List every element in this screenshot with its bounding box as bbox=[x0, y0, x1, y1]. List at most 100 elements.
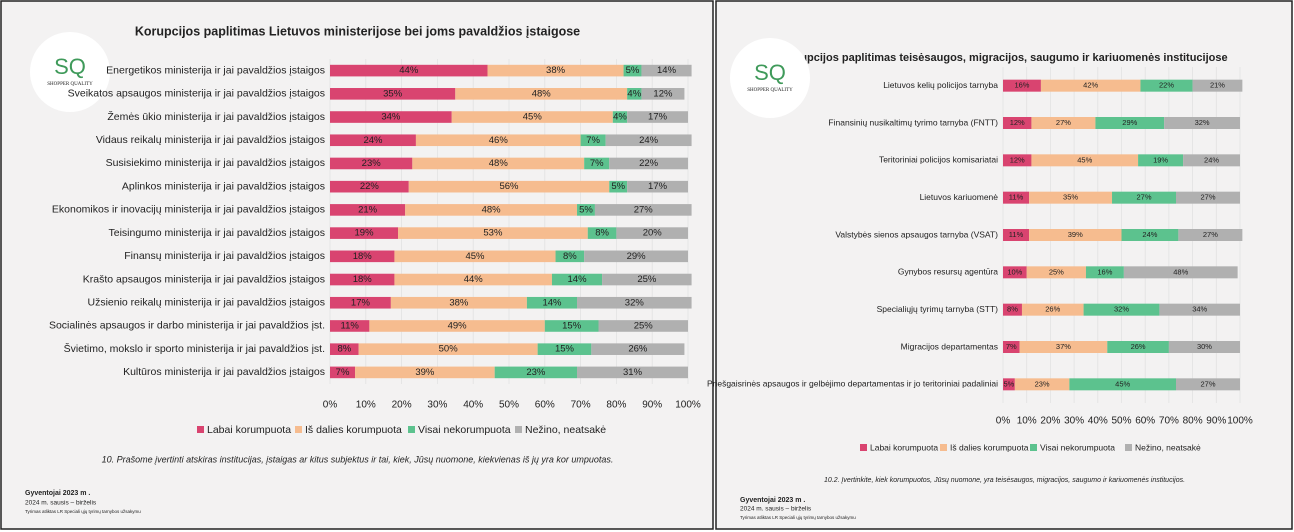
value-label: 11% bbox=[1009, 193, 1024, 202]
x-tick-label: 10% bbox=[1017, 416, 1037, 427]
value-label: 11% bbox=[1009, 230, 1024, 239]
value-label: 24% bbox=[363, 135, 383, 146]
value-label: 48% bbox=[489, 158, 509, 169]
category-label: Migracijos departamentas bbox=[901, 341, 998, 351]
value-label: 31% bbox=[623, 367, 643, 378]
value-label: 10% bbox=[1007, 267, 1022, 276]
value-label: 20% bbox=[643, 228, 663, 239]
value-label: 34% bbox=[381, 112, 401, 123]
logo-text: SQ bbox=[754, 60, 786, 85]
legend-swatch bbox=[515, 426, 522, 433]
value-label: 35% bbox=[383, 88, 403, 99]
source-line: 2024 m. sausis – birželis bbox=[25, 500, 97, 507]
value-label: 44% bbox=[399, 65, 419, 76]
value-label: 50% bbox=[439, 344, 459, 355]
x-tick-label: 80% bbox=[606, 400, 626, 411]
category-label: Vidaus reikalų ministerija ir jai pavald… bbox=[96, 134, 325, 146]
value-label: 38% bbox=[449, 297, 469, 308]
value-label: 22% bbox=[639, 158, 659, 169]
value-label: 8% bbox=[595, 228, 609, 239]
legend-label: Nežino, neatsakė bbox=[525, 424, 606, 436]
logo-text: SQ bbox=[54, 54, 86, 79]
chart-page: Korupcijos paplitimas Lietuvos ministeri… bbox=[0, 0, 1294, 532]
value-label: 25% bbox=[634, 320, 654, 331]
x-tick-label: 40% bbox=[463, 400, 483, 411]
value-label: 17% bbox=[351, 297, 371, 308]
value-label: 34% bbox=[1192, 305, 1207, 314]
category-label: Energetikos ministerija ir jai pavaldžio… bbox=[106, 64, 325, 76]
source-line: Tyrimas atliktas LR Speciali ųjų tyrimų … bbox=[740, 515, 856, 520]
value-label: 29% bbox=[627, 251, 647, 262]
value-label: 15% bbox=[555, 344, 575, 355]
legend-label: Iš dalies korumpuota bbox=[305, 424, 402, 436]
value-label: 39% bbox=[415, 367, 435, 378]
category-label: Susisiekimo ministerija ir jai pavaldžio… bbox=[106, 157, 325, 169]
legend-label: Iš dalies korumpuota bbox=[950, 442, 1029, 452]
value-label: 14% bbox=[657, 65, 677, 76]
value-label: 8% bbox=[563, 251, 577, 262]
legend-swatch bbox=[408, 426, 415, 433]
value-label: 24% bbox=[1204, 155, 1219, 164]
value-label: 26% bbox=[1131, 342, 1146, 351]
value-label: 14% bbox=[542, 297, 562, 308]
legend-label: Labai korumpuota bbox=[207, 424, 291, 436]
source-line: Tyrimas atliktas LR Speciali ųjų tyrimų … bbox=[25, 509, 141, 514]
category-label: Gynybos resursų agentūra bbox=[898, 267, 998, 277]
value-label: 45% bbox=[465, 251, 485, 262]
value-label: 4% bbox=[627, 88, 641, 99]
chart-title: Korupcijos paplitimas teisėsaugos, migra… bbox=[781, 52, 1227, 64]
source-line: 2024 m. sausis – birželis bbox=[740, 506, 812, 513]
value-label: 8% bbox=[1007, 305, 1018, 314]
category-label: Teisingumo ministerija ir jai pavaldžios… bbox=[108, 227, 325, 239]
legend-swatch bbox=[940, 444, 947, 451]
value-label: 7% bbox=[590, 158, 604, 169]
value-label: 15% bbox=[562, 320, 582, 331]
category-label: Finansų ministerija ir jai pavaldžios įs… bbox=[124, 250, 325, 262]
category-label: Ekonomikos ir inovacijų ministerija ir j… bbox=[52, 204, 325, 216]
value-label: 5% bbox=[611, 181, 625, 192]
legend-label: Nežino, neatsakė bbox=[1135, 442, 1201, 452]
value-label: 26% bbox=[628, 344, 648, 355]
legend-swatch bbox=[1125, 444, 1132, 451]
x-tick-label: 40% bbox=[1088, 416, 1108, 427]
legend-swatch bbox=[295, 426, 302, 433]
x-tick-label: 10% bbox=[356, 400, 376, 411]
value-label: 21% bbox=[358, 204, 378, 215]
value-label: 24% bbox=[639, 135, 659, 146]
value-label: 48% bbox=[1173, 267, 1188, 276]
x-tick-label: 80% bbox=[1183, 416, 1203, 427]
legend-label: Visai nekorumpuota bbox=[1040, 442, 1115, 452]
value-label: 23% bbox=[526, 367, 546, 378]
x-tick-label: 0% bbox=[323, 400, 338, 411]
value-label: 19% bbox=[355, 228, 375, 239]
x-tick-label: 30% bbox=[427, 400, 447, 411]
value-label: 32% bbox=[1114, 305, 1129, 314]
x-tick-label: 70% bbox=[1159, 416, 1179, 427]
x-tick-label: 90% bbox=[642, 400, 662, 411]
value-label: 27% bbox=[1200, 193, 1215, 202]
x-tick-label: 20% bbox=[392, 400, 412, 411]
value-label: 45% bbox=[523, 112, 543, 123]
value-label: 35% bbox=[1063, 193, 1078, 202]
value-label: 12% bbox=[653, 88, 673, 99]
value-label: 11% bbox=[341, 320, 360, 331]
category-label: Kultūros ministerija ir jai pavaldžios į… bbox=[123, 366, 325, 378]
value-label: 5% bbox=[626, 65, 640, 76]
value-label: 45% bbox=[1077, 155, 1092, 164]
source-line: Gyventojai 2023 m . bbox=[740, 497, 805, 504]
value-label: 29% bbox=[1122, 118, 1137, 127]
value-label: 37% bbox=[1056, 342, 1071, 351]
value-label: 39% bbox=[1068, 230, 1083, 239]
x-tick-label: 30% bbox=[1064, 416, 1084, 427]
value-label: 12% bbox=[1010, 118, 1025, 127]
category-label: Socialinės apsaugos ir darbo ministerija… bbox=[49, 320, 325, 332]
x-tick-label: 20% bbox=[1040, 416, 1060, 427]
value-label: 19% bbox=[1153, 155, 1168, 164]
x-tick-label: 50% bbox=[1111, 416, 1131, 427]
category-label: Sveikatos apsaugos ministerija ir jai pa… bbox=[68, 88, 325, 100]
value-label: 22% bbox=[360, 181, 380, 192]
value-label: 18% bbox=[353, 274, 373, 285]
category-label: Specialiųjų tyrimų tarnyba (STT) bbox=[877, 304, 999, 314]
category-label: Aplinkos ministerija ir jai pavaldžios į… bbox=[122, 180, 325, 192]
value-label: 27% bbox=[634, 204, 654, 215]
